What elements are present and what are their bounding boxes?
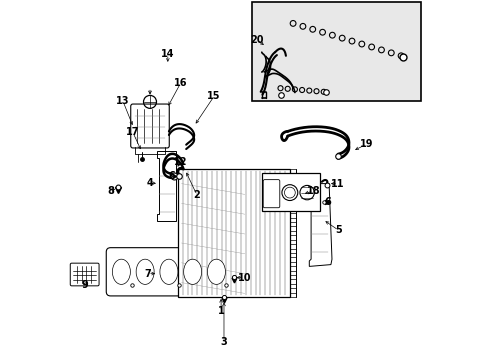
- Ellipse shape: [112, 259, 130, 284]
- Ellipse shape: [183, 259, 201, 284]
- Text: 6: 6: [168, 171, 175, 181]
- Bar: [261, 173, 320, 211]
- Ellipse shape: [207, 259, 225, 284]
- Text: 2: 2: [193, 190, 200, 200]
- Text: 18: 18: [306, 186, 320, 196]
- FancyBboxPatch shape: [106, 248, 247, 296]
- Text: 16: 16: [174, 78, 187, 88]
- Text: 5: 5: [335, 225, 342, 235]
- Text: 17: 17: [126, 127, 140, 138]
- Text: 20: 20: [250, 35, 264, 45]
- Text: 14: 14: [161, 49, 174, 59]
- Text: 3: 3: [220, 337, 227, 347]
- Text: 12: 12: [173, 157, 187, 167]
- Ellipse shape: [160, 259, 178, 284]
- Text: 9: 9: [81, 280, 88, 290]
- Bar: [252, 2, 420, 101]
- Text: 19: 19: [360, 139, 373, 149]
- Ellipse shape: [136, 259, 154, 284]
- FancyBboxPatch shape: [130, 104, 169, 148]
- Text: 13: 13: [116, 96, 129, 106]
- Text: 1: 1: [217, 306, 224, 316]
- Text: 15: 15: [207, 91, 220, 102]
- Text: 6: 6: [323, 197, 330, 207]
- FancyBboxPatch shape: [70, 263, 99, 286]
- Text: 4: 4: [146, 178, 153, 188]
- Text: 10: 10: [237, 273, 251, 283]
- FancyBboxPatch shape: [263, 180, 279, 208]
- Text: 7: 7: [144, 269, 151, 279]
- Text: 8: 8: [107, 186, 114, 196]
- Text: 11: 11: [331, 179, 344, 189]
- Bar: [178, 169, 289, 297]
